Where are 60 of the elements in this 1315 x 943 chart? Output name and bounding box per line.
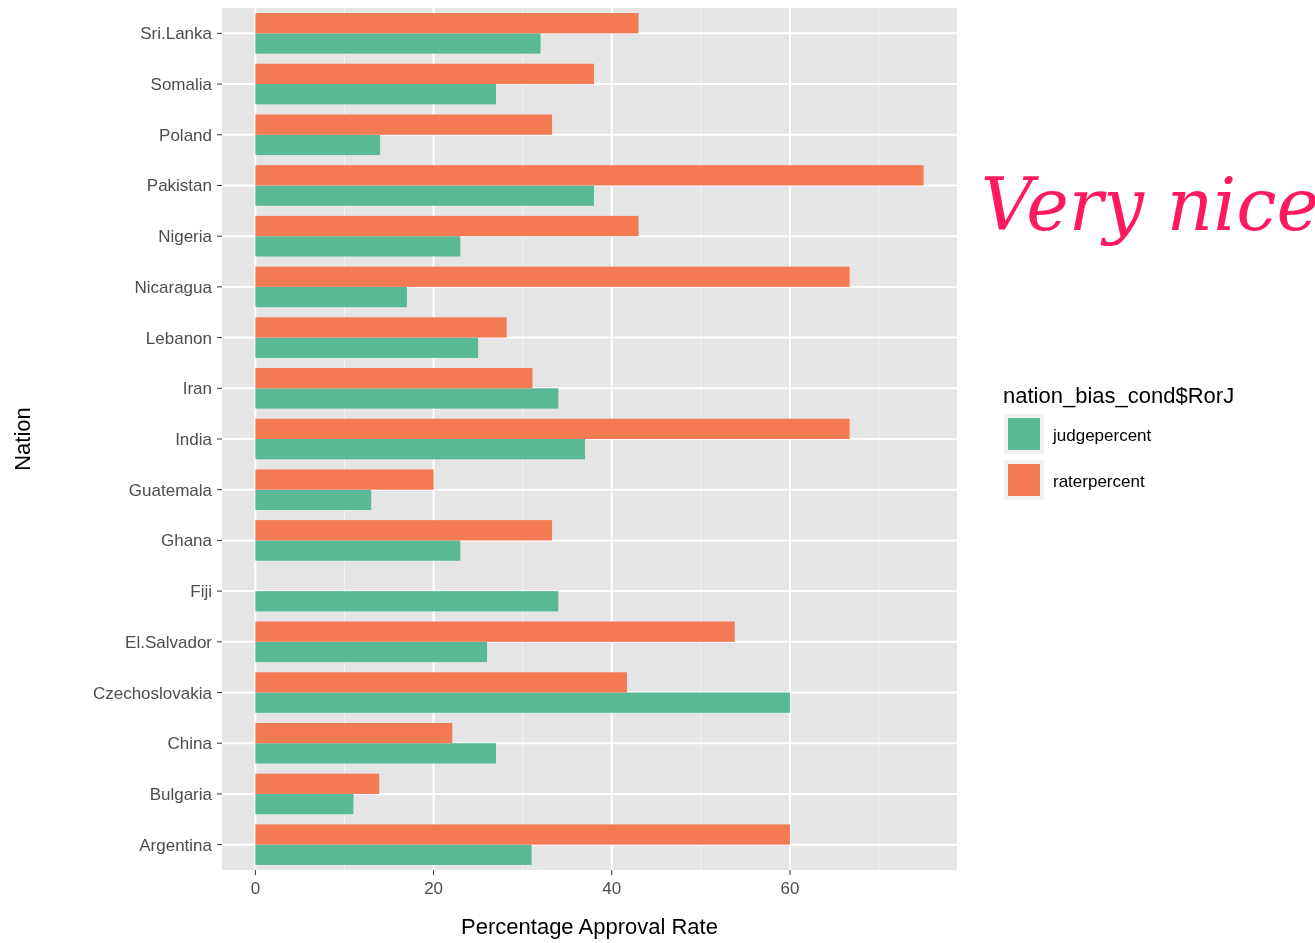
bar [255,33,541,54]
bar [255,743,496,764]
y-tick-label: El.Salvador [125,632,213,652]
bar [255,844,532,865]
y-tick-label: Nicaragua [134,277,213,297]
bar [255,672,627,693]
bar [255,641,488,663]
bar [255,722,453,744]
bar [255,317,507,338]
legend-label: judgepercent [1052,426,1152,445]
x-axis-title: Percentage Approval Rate [461,914,718,939]
bar [255,13,639,34]
bar [255,63,594,85]
bar [255,469,434,490]
bar [255,692,790,713]
x-tick-label: 20 [424,879,444,898]
bar [255,368,533,389]
y-tick-label: Czechoslovakia [92,683,213,703]
x-tick-label: 0 [250,879,261,898]
bar [255,489,372,510]
bar [255,540,461,561]
y-tick-label: Ghana [160,531,213,551]
y-tick-label: Nigeria [158,227,213,247]
bar [255,793,354,815]
y-tick-label: Sri.Lanka [140,24,213,44]
bar [255,520,553,541]
bar [255,773,380,794]
bar [255,114,553,135]
bar [255,439,586,460]
bar [255,388,559,409]
bar [255,621,735,642]
y-tick-label: Argentina [139,835,213,855]
bar [255,185,594,206]
text: Very nice [980,163,1315,247]
bar [255,418,850,439]
bar [255,215,639,237]
y-tick-label: Somalia [150,75,213,95]
bar [255,286,407,308]
bar [255,337,479,358]
y-tick-label: Fiji [190,582,212,602]
y-tick-label: India [175,430,213,449]
y-tick-label: Lebanon [145,328,212,348]
x-tick-label: 40 [602,879,622,898]
y-tick-label: Bulgaria [149,784,213,804]
y-tick-label: Guatemala [128,480,213,500]
y-axis-title: Nation [10,407,35,471]
legend-label: raterpercent [1053,472,1145,491]
y-tick-label: China [167,734,213,754]
bar [255,591,559,612]
bar [255,824,790,845]
bar [255,266,850,287]
y-tick-label: Pakistan [146,176,212,196]
legend-title: nation_bias_cond$RorJ [1003,383,1235,408]
bar [255,165,924,186]
bar [255,134,381,156]
bar [255,84,496,105]
x-tick-label: 60 [780,879,800,898]
y-tick-label: Poland [159,125,212,145]
bar [255,236,461,257]
y-tick-label: Iran [182,379,212,399]
